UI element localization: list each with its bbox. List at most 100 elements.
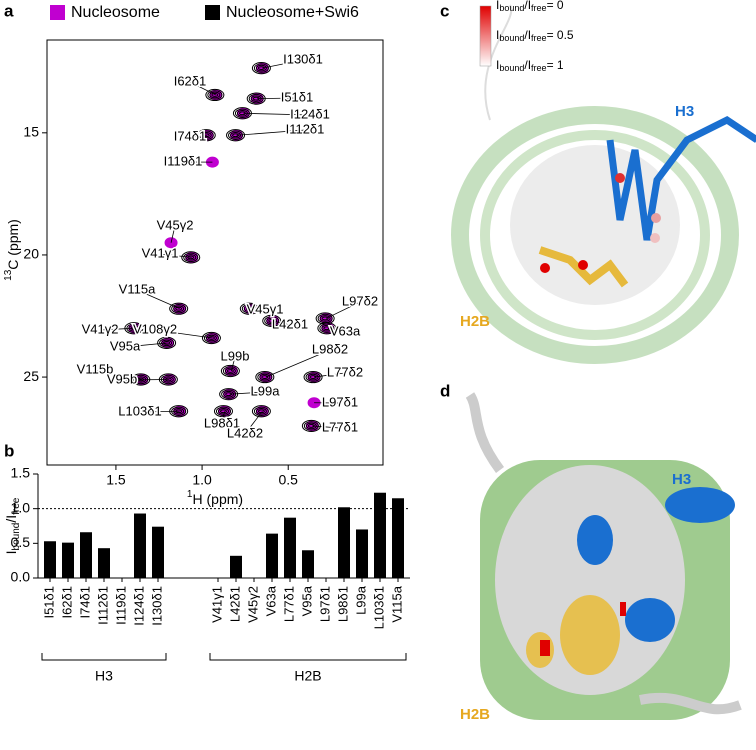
contour xyxy=(198,130,214,140)
legend-swatch xyxy=(205,5,220,20)
residue xyxy=(651,213,661,223)
x-tick-label: V115a xyxy=(389,585,404,622)
contour xyxy=(124,322,144,335)
contour xyxy=(205,88,225,102)
contour xyxy=(261,375,269,379)
contour xyxy=(253,406,269,416)
x-tick-label: I74δ1 xyxy=(77,586,92,619)
contour xyxy=(321,324,333,332)
surface-drawing xyxy=(465,392,742,720)
label-part: 13 xyxy=(3,269,14,281)
peak xyxy=(196,129,216,142)
label-part: bound xyxy=(11,523,22,551)
y-tick-label: 20 xyxy=(23,246,39,262)
peak xyxy=(220,364,240,378)
contour xyxy=(241,303,257,314)
residue-surface xyxy=(540,640,550,656)
group-label: H3 xyxy=(95,668,113,684)
axis-label: Ibound/Ifree xyxy=(3,497,22,554)
point-label: L97δ2 xyxy=(342,293,378,308)
structure-cartoon xyxy=(451,4,756,364)
contour xyxy=(202,133,210,138)
label-part: free xyxy=(11,497,22,515)
contour xyxy=(205,334,217,342)
point-label: L99a xyxy=(251,383,281,398)
leader xyxy=(262,59,304,69)
contour xyxy=(173,305,185,312)
contour xyxy=(207,336,215,340)
contour xyxy=(323,326,331,331)
h2b-label: H2B xyxy=(460,313,490,330)
label-part: free xyxy=(531,33,547,43)
x-tick-label: L97δ1 xyxy=(317,586,332,622)
contour xyxy=(305,372,321,382)
y-tick-label: 0.0 xyxy=(11,569,31,585)
leader xyxy=(230,356,236,372)
leader xyxy=(136,289,180,310)
y-tick-label: 25 xyxy=(23,368,39,384)
point-label: V41γ1 xyxy=(142,245,179,260)
label-part: bound xyxy=(499,33,524,43)
leader xyxy=(189,134,208,138)
colorbar-tick: 1 xyxy=(557,58,564,72)
residue xyxy=(650,233,660,243)
h2b-surface xyxy=(560,595,620,675)
leader xyxy=(139,410,180,413)
contour xyxy=(228,130,244,140)
x-tick-label: V41γ1 xyxy=(209,586,224,623)
contour xyxy=(183,252,199,263)
h3-surface xyxy=(577,515,613,565)
label-part: free xyxy=(531,3,547,13)
leader xyxy=(229,391,266,395)
bar xyxy=(374,492,386,578)
contour xyxy=(211,93,219,97)
contour xyxy=(196,129,216,142)
residue xyxy=(540,263,550,273)
contour xyxy=(257,372,273,382)
contour xyxy=(266,317,278,325)
label-part: /I xyxy=(524,28,531,42)
y-tick-label: 0.5 xyxy=(11,534,31,550)
contour xyxy=(255,370,275,384)
point-label: L98δ1 xyxy=(204,415,240,430)
point-label: V95a xyxy=(110,338,141,353)
contour xyxy=(251,61,271,75)
point-label: V108γ2 xyxy=(133,321,177,336)
point-label: L98δ2 xyxy=(312,341,348,356)
contour xyxy=(321,316,329,321)
x-tick-label: 1.5 xyxy=(106,472,126,488)
x-tick-label: I51δ1 xyxy=(41,586,56,619)
panel-letter: a xyxy=(4,1,14,20)
contour xyxy=(159,338,175,348)
x-tick-label: I62δ1 xyxy=(59,586,74,619)
legend-label: Nucleosome xyxy=(71,4,160,21)
contour xyxy=(171,303,187,314)
contour xyxy=(126,323,142,333)
contour xyxy=(220,364,240,378)
x-tick-label: 1.0 xyxy=(192,472,212,488)
contour xyxy=(209,91,221,99)
peak xyxy=(181,251,201,264)
leader xyxy=(170,225,176,243)
y-tick-label: 15 xyxy=(23,124,39,140)
group-label: H2B xyxy=(294,668,321,684)
contour xyxy=(175,306,183,311)
label-part: 1 xyxy=(187,489,193,500)
panel-letter: c xyxy=(440,1,449,20)
tail xyxy=(465,392,505,473)
contour xyxy=(161,339,173,347)
label-part: bound xyxy=(499,63,524,73)
h3-surface xyxy=(625,598,675,642)
h3-label: H3 xyxy=(675,103,694,120)
contour xyxy=(301,419,321,433)
bar xyxy=(392,498,404,578)
label-part: (ppm) xyxy=(5,219,21,259)
h2b-helix xyxy=(538,246,629,288)
bar xyxy=(266,533,278,578)
leader xyxy=(265,349,331,378)
bar xyxy=(230,555,242,578)
contour xyxy=(264,316,280,326)
point-label: I112δ1 xyxy=(286,121,325,136)
x-tick-label: V95a xyxy=(299,585,314,616)
